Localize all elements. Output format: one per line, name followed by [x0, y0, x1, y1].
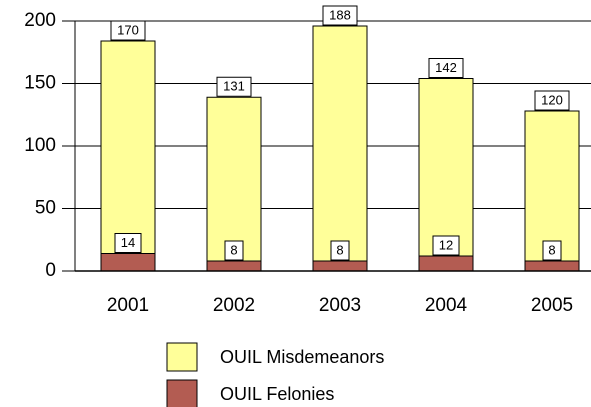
y-tick-label: 200 — [24, 10, 56, 31]
data-label-box — [330, 240, 350, 261]
data-label-box — [224, 240, 244, 261]
data-label: 142 — [435, 60, 457, 75]
data-label-box — [542, 240, 562, 261]
bar-segment — [100, 253, 156, 272]
data-label: 170 — [117, 22, 139, 37]
data-label-box — [432, 235, 460, 256]
data-label-box — [110, 20, 146, 41]
bar-segment — [100, 40, 156, 254]
bar-segment — [524, 110, 580, 262]
data-label: 14 — [121, 235, 135, 250]
data-label: 8 — [336, 242, 343, 257]
data-label: 12 — [439, 237, 453, 252]
data-label: 131 — [223, 79, 245, 94]
x-tick-label: 2003 — [319, 295, 361, 316]
data-label-box — [428, 58, 464, 78]
y-tick-label: 100 — [24, 135, 56, 156]
data-label-box — [322, 5, 358, 26]
data-label: 188 — [329, 7, 351, 22]
legend-swatch — [166, 342, 198, 372]
bar-segment — [206, 260, 262, 272]
bar-segment — [312, 260, 368, 272]
x-tick-label: 2002 — [213, 295, 255, 316]
data-label-box — [534, 90, 570, 111]
legend-swatch — [166, 379, 198, 407]
data-label: 120 — [541, 92, 563, 107]
data-label-box — [216, 76, 252, 97]
data-label: 8 — [230, 242, 237, 257]
y-tick-label: 0 — [45, 260, 56, 281]
legend-label: OUIL Felonies — [220, 384, 334, 404]
y-tick-label: 50 — [35, 198, 56, 219]
x-tick-label: 2004 — [425, 295, 468, 316]
data-label: 8 — [548, 242, 555, 257]
bar-segment — [418, 255, 474, 272]
data-label-box — [114, 233, 142, 253]
y-tick-label: 150 — [24, 73, 56, 94]
x-tick-label: 2005 — [531, 295, 573, 316]
bar-segment — [418, 78, 474, 257]
x-tick-label: 2001 — [107, 295, 149, 316]
bar-segment — [206, 96, 262, 262]
bar-segment — [312, 25, 368, 262]
bar-segment — [524, 260, 580, 272]
legend-label: OUIL Misdemeanors — [220, 347, 384, 367]
